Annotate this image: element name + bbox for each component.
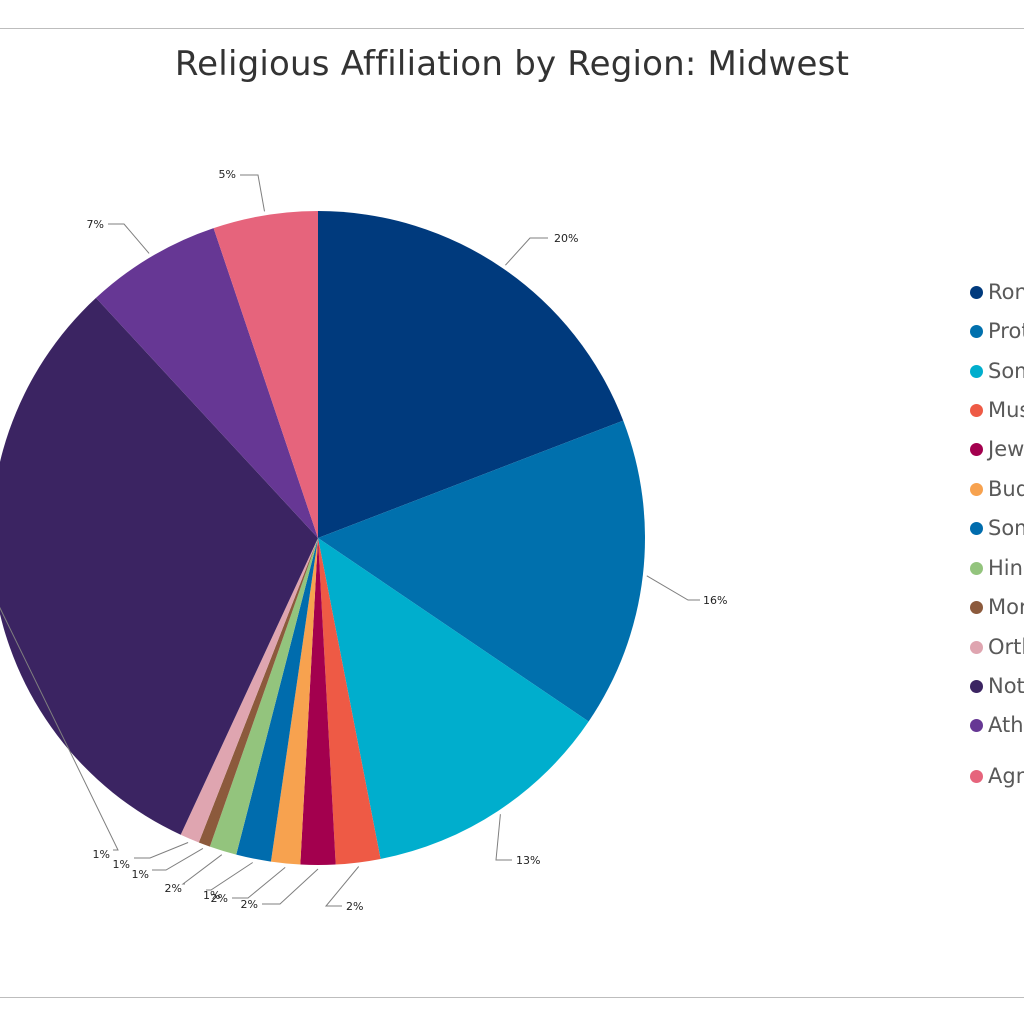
- legend-swatch: [970, 718, 983, 732]
- legend-label: Agn: [988, 764, 1024, 788]
- pie-slice: [180, 538, 318, 843]
- legend-swatch: [970, 521, 983, 535]
- legend-item: Ron: [970, 280, 1024, 304]
- pie-slice: [96, 228, 318, 538]
- legend-label: Mor: [988, 595, 1024, 619]
- data-label: 1%: [93, 848, 110, 861]
- leader-line: [646, 575, 700, 601]
- leader-line: [324, 866, 360, 907]
- leader-line: [262, 868, 319, 905]
- legend-swatch: [970, 679, 983, 693]
- leader-line: [152, 847, 204, 871]
- pie-slice: [209, 538, 318, 855]
- data-label: 16%: [703, 594, 727, 607]
- legend-item: Prot: [970, 319, 1024, 343]
- data-label: 2%: [241, 898, 258, 911]
- chart-title: Religious Affiliation by Region: Midwest: [174, 44, 850, 84]
- leader-line: [181, 854, 223, 885]
- legend-label: Ron: [988, 280, 1024, 304]
- pie-slice: [318, 538, 381, 865]
- legend-swatch: [970, 561, 983, 575]
- pie-slice: [300, 538, 336, 865]
- legend-item: Hin: [970, 556, 1023, 580]
- data-label: 2%: [346, 900, 363, 913]
- pie-slice: [270, 538, 318, 865]
- legend-label: Hin: [988, 556, 1023, 580]
- data-label: 13%: [516, 854, 540, 867]
- legend-swatch: [970, 285, 983, 299]
- data-label: 5%: [219, 168, 236, 181]
- leader-line: [206, 862, 253, 891]
- leader-line: [108, 223, 150, 254]
- pie-slice: [198, 538, 318, 847]
- legend-swatch: [970, 482, 983, 496]
- legend-swatch: [970, 769, 983, 783]
- data-label: 2%: [211, 892, 228, 905]
- data-label: 2%: [165, 882, 182, 895]
- legend-swatch: [970, 600, 983, 614]
- legend-item: Jew: [970, 437, 1024, 461]
- legend-swatch: [970, 324, 983, 338]
- data-label: 1%: [132, 868, 149, 881]
- legend-label: Ortl: [988, 635, 1024, 659]
- data-label: 20%: [554, 232, 578, 245]
- legend-item: Agn: [970, 764, 1024, 788]
- legend-swatch: [970, 640, 983, 654]
- data-label: 1%: [113, 858, 130, 871]
- legend-label: Ath: [988, 713, 1024, 737]
- legend-swatch: [970, 442, 983, 456]
- top-divider: [0, 28, 1024, 29]
- bottom-divider: [0, 997, 1024, 998]
- legend-item: Som: [970, 359, 1024, 383]
- legend-item: Mus: [970, 398, 1024, 422]
- legend-item: Bud: [970, 477, 1024, 501]
- leader-line: [240, 174, 265, 212]
- legend-item: Som: [970, 516, 1024, 540]
- legend-item: Not: [970, 674, 1024, 698]
- leader-line: [134, 842, 189, 859]
- legend-label: Bud: [988, 477, 1024, 501]
- pie-slice: [0, 297, 318, 835]
- leader-line: [0, 606, 119, 851]
- legend-swatch: [970, 364, 983, 378]
- legend-item: Ath: [970, 713, 1024, 737]
- legend-label: Jew: [988, 437, 1024, 461]
- data-label: 7%: [87, 218, 104, 231]
- pie-slice: [318, 538, 589, 859]
- legend-item: Ortl: [970, 635, 1024, 659]
- leader-line: [495, 814, 512, 861]
- leader-line: [505, 237, 548, 266]
- data-label: 1%: [203, 889, 220, 902]
- legend-swatch: [970, 403, 983, 417]
- leader-line: [232, 867, 286, 899]
- legend-label: Som: [988, 359, 1024, 383]
- legend-label: Not: [988, 674, 1024, 698]
- pie-slice: [213, 211, 318, 538]
- legend-label: Som: [988, 516, 1024, 540]
- legend-label: Prot: [988, 319, 1024, 343]
- legend-label: Mus: [988, 398, 1024, 422]
- pie-slice: [236, 538, 318, 862]
- pie-slice: [318, 211, 624, 538]
- pie-slice: [318, 420, 645, 722]
- legend-item: Mor: [970, 595, 1024, 619]
